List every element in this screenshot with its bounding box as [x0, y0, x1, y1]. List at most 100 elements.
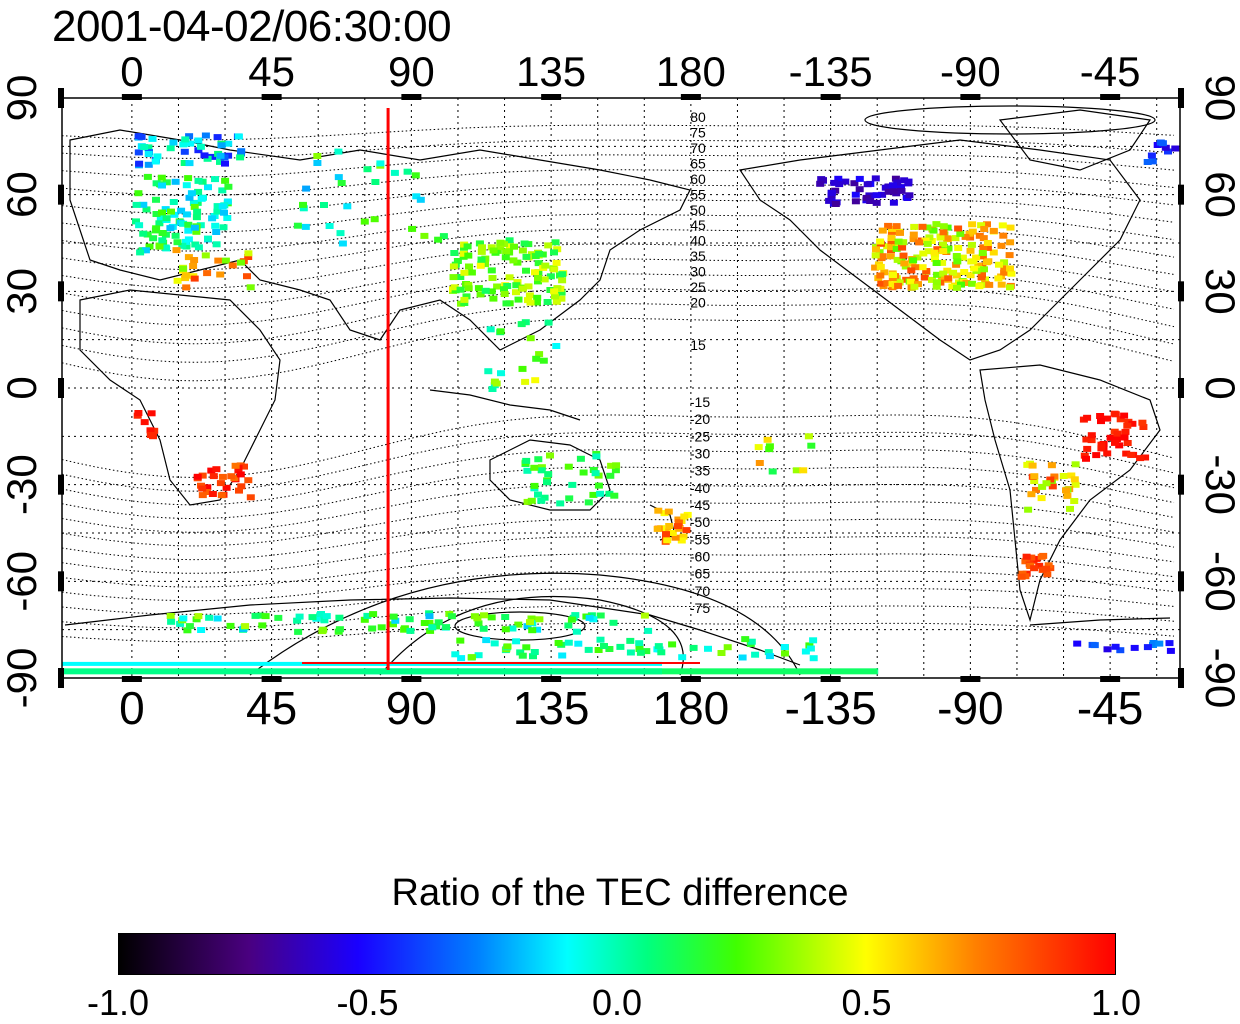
tec-cell — [899, 239, 908, 246]
tec-cell — [294, 628, 303, 635]
tec-cell — [179, 220, 188, 227]
tec-cell — [523, 467, 532, 474]
tec-cell — [535, 250, 544, 257]
tec-cell — [193, 208, 202, 215]
tec-cell — [449, 274, 458, 281]
tec-cell — [211, 176, 219, 183]
tec-cell — [915, 239, 924, 246]
tec-cell — [501, 614, 510, 620]
colorbar — [118, 933, 1116, 975]
tec-cell — [208, 491, 217, 497]
tec-cell — [939, 270, 948, 277]
magnetic-contour — [61, 288, 1175, 345]
tec-cell — [876, 263, 885, 270]
tec-cell — [948, 283, 957, 290]
colorbar-tick-label: -0.5 — [336, 982, 399, 1023]
tec-cell — [478, 244, 486, 251]
tec-cell — [261, 613, 270, 620]
tec-cell — [550, 249, 558, 256]
tec-cell — [923, 224, 932, 231]
tec-cell — [528, 627, 537, 634]
tec-cell — [221, 257, 230, 264]
tec-cell — [543, 299, 552, 305]
tec-cell — [1121, 428, 1130, 435]
left-tick — [58, 281, 64, 302]
contour-label-north: 50 — [690, 202, 706, 218]
tec-cell — [155, 243, 164, 250]
tec-cell — [636, 649, 645, 656]
tec-cell — [192, 214, 201, 221]
tec-cell — [540, 494, 549, 501]
tec-cell — [1062, 487, 1070, 494]
tec-cell — [911, 264, 920, 271]
tec-cell — [182, 243, 191, 250]
tec-cell — [872, 192, 881, 199]
tec-cell — [944, 245, 953, 252]
tec-cell — [224, 183, 233, 190]
tec-cell — [904, 178, 913, 185]
tec-cell — [809, 655, 818, 662]
tec-cell — [194, 244, 203, 251]
tec-cell — [317, 611, 325, 617]
tec-cell — [518, 365, 527, 372]
tec-cell — [135, 160, 144, 167]
tec-cell — [335, 614, 344, 621]
tec-cell — [806, 645, 815, 652]
tec-cell — [234, 133, 243, 140]
tec-cell — [1006, 224, 1015, 231]
tec-cell — [425, 613, 434, 620]
tec-cell — [180, 160, 189, 166]
tec-cell — [910, 283, 919, 290]
right-tick — [1178, 378, 1184, 398]
magnetic-contour — [61, 588, 1175, 615]
tec-cell — [157, 174, 166, 181]
tec-cell — [1071, 481, 1080, 488]
tec-cell — [983, 244, 992, 251]
tec-cell — [527, 497, 536, 504]
tec-cell — [557, 289, 566, 296]
tec-cell — [363, 166, 372, 173]
tec-cell — [1082, 436, 1091, 443]
tec-cell — [883, 280, 892, 287]
contour-label-south: -15 — [690, 394, 710, 410]
tec-cell — [896, 229, 904, 236]
tec-cell — [1164, 148, 1172, 155]
tec-cell — [293, 222, 302, 229]
tec-cell — [369, 611, 378, 618]
top-tick — [820, 94, 841, 100]
tec-cell — [202, 489, 211, 495]
map-frame — [58, 88, 1184, 688]
tec-cell — [866, 198, 875, 204]
tec-cell — [887, 244, 896, 251]
tec-cell — [1082, 455, 1090, 462]
contour-label-south: -65 — [690, 566, 710, 582]
tec-cell — [172, 247, 181, 254]
tec-cell — [930, 255, 939, 262]
right-tick — [1178, 668, 1184, 688]
magnetic-contour — [61, 273, 1175, 326]
tec-cell — [768, 468, 777, 475]
tec-cell — [420, 232, 429, 239]
tec-cell — [488, 386, 497, 392]
tec-cell — [132, 201, 141, 208]
tec-cell — [596, 636, 605, 643]
tec-cell — [185, 623, 194, 630]
tec-cell — [166, 145, 175, 152]
tec-cell — [158, 182, 166, 189]
tec-cell — [600, 643, 608, 649]
tec-cell — [1115, 442, 1124, 449]
tec-cell — [322, 613, 331, 620]
bottom-tick — [680, 676, 701, 682]
tec-cell — [185, 133, 194, 140]
contour-label-north: 75 — [690, 124, 706, 140]
tec-cell — [956, 230, 965, 237]
tec-cell — [216, 152, 225, 159]
tec-cell — [953, 284, 961, 291]
tec-cell — [313, 153, 322, 159]
tec-cell — [134, 190, 143, 197]
tec-cell — [967, 241, 976, 248]
tec-cell — [1166, 647, 1175, 654]
left-tick — [58, 184, 64, 205]
tec-cell — [801, 648, 810, 655]
tec-cell — [596, 612, 605, 619]
